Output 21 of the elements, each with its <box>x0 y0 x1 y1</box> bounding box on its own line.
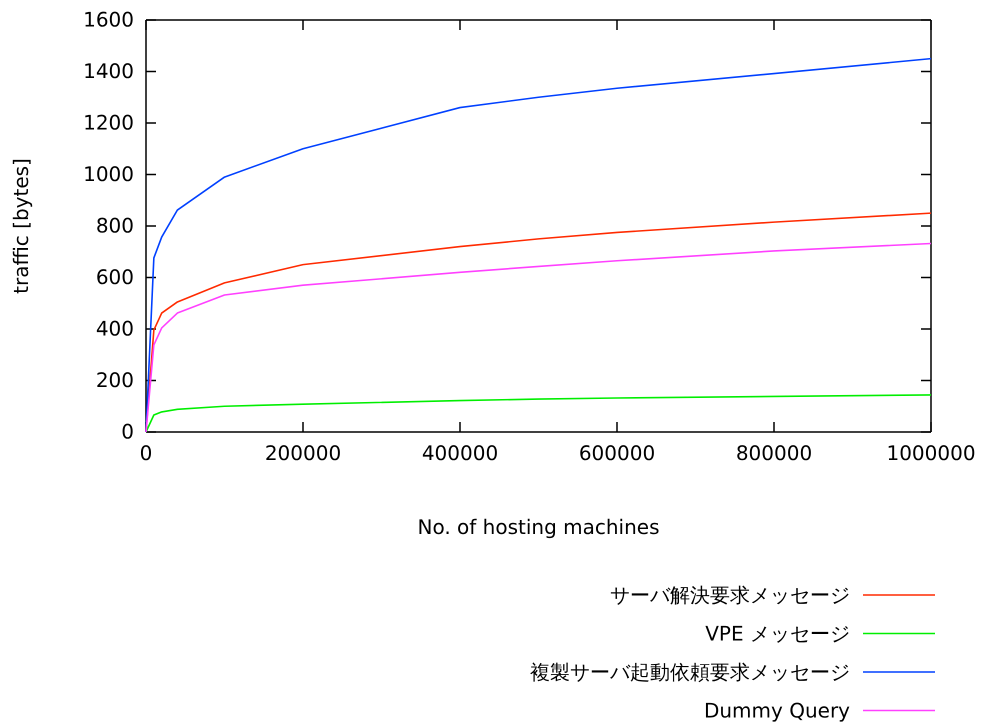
y-tick-label: 800 <box>96 213 134 238</box>
y-tick-label: 1200 <box>83 110 134 134</box>
y-tick-label: 0 <box>121 419 134 444</box>
x-tick-label: 1000000 <box>886 441 976 466</box>
x-tick-label: 800000 <box>736 441 812 466</box>
x-tick-label: 600000 <box>578 441 656 466</box>
y-tick-label: 1400 <box>83 58 134 83</box>
y-tick-label: 400 <box>96 316 134 340</box>
y-tick-label: 600 <box>96 264 134 289</box>
x-tick-label: 0 <box>140 441 152 466</box>
y-tick-label: 200 <box>96 368 134 392</box>
legend-label: 複製サーバ起動依頼要求メッセージ <box>530 660 850 684</box>
y-tick-label: 1000 <box>83 162 134 186</box>
legend-label: VPE メッセージ <box>705 622 850 646</box>
x-axis-title: No. of hosting machines <box>417 515 660 539</box>
x-tick-label: 200000 <box>264 441 342 466</box>
y-tick-label: 1600 <box>83 7 134 32</box>
legend-label: Dummy Query <box>704 698 850 722</box>
y-axis-title: traffic [bytes] <box>9 158 33 294</box>
x-tick-label: 400000 <box>422 441 498 466</box>
legend-label: サーバ解決要求メッセージ <box>610 583 850 607</box>
